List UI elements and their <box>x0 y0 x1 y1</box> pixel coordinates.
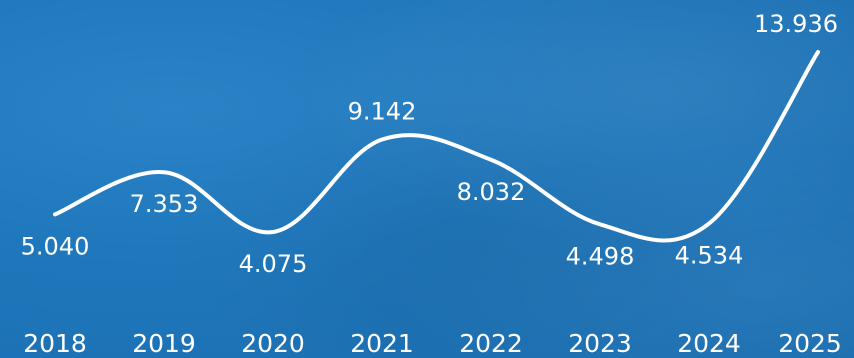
data-label-2018: 5.040 <box>21 232 90 260</box>
x-tick-label-2022: 2022 <box>459 329 523 358</box>
x-tick-label-2023: 2023 <box>568 329 632 358</box>
data-label-2023: 4.498 <box>566 242 635 270</box>
data-label-2024: 4.534 <box>675 242 744 270</box>
data-label-2025: 13.936 <box>754 10 838 38</box>
data-label-2019: 7.353 <box>130 190 199 218</box>
x-tick-label-2025: 2025 <box>778 329 842 358</box>
x-tick-label-2018: 2018 <box>23 329 87 358</box>
x-tick-label-2020: 2020 <box>241 329 305 358</box>
x-axis-ticks: 2018 2019 2020 2021 2022 2023 2024 2025 <box>23 329 842 358</box>
data-labels: 5.040 7.353 4.075 9.142 8.032 4.498 4.534 13.93… <box>21 10 838 278</box>
data-label-2020: 4.075 <box>239 250 308 278</box>
x-tick-label-2019: 2019 <box>132 329 196 358</box>
series-line <box>53 50 820 243</box>
data-label-2022: 8.032 <box>457 178 526 206</box>
data-label-2021: 9.142 <box>348 98 417 126</box>
x-tick-label-2021: 2021 <box>350 329 414 358</box>
x-tick-label-2024: 2024 <box>677 329 741 358</box>
